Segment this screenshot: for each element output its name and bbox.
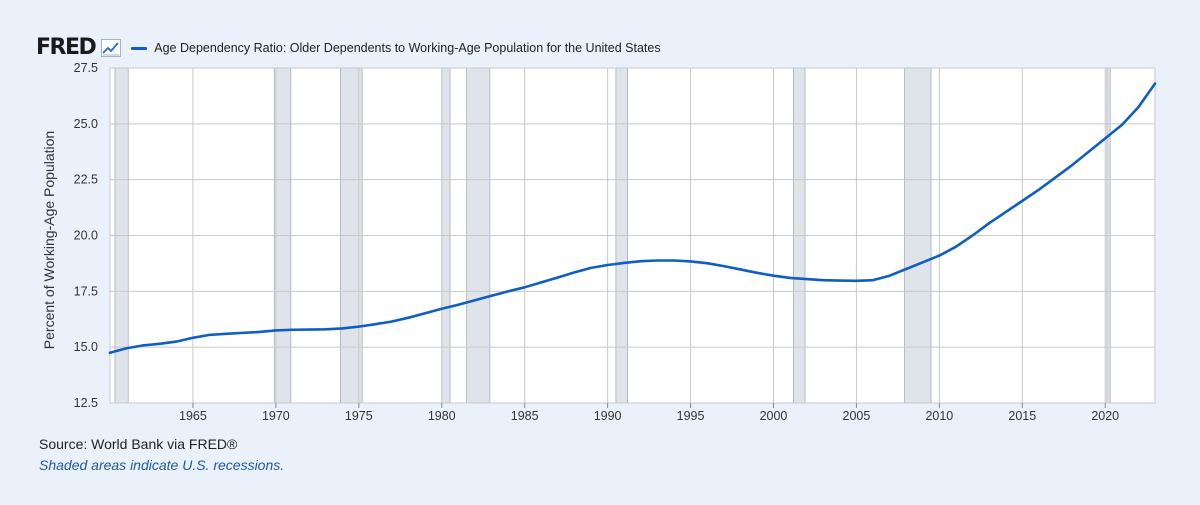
- x-tick-label: 2000: [760, 409, 788, 423]
- x-tick-label: 1990: [594, 409, 622, 423]
- legend: Age Dependency Ratio: Older Dependents t…: [131, 41, 661, 55]
- data-point: [838, 279, 842, 282]
- y-tick-label: 27.5: [74, 61, 98, 75]
- gridlines: [109, 67, 1156, 404]
- data-point: [556, 276, 560, 279]
- data-point: [175, 340, 178, 343]
- data-point: [855, 279, 858, 283]
- x-tick-label: 1995: [677, 409, 705, 423]
- data-point: [1004, 210, 1007, 214]
- recession-note: Shaded areas indicate U.S. recessions.: [39, 457, 285, 473]
- x-tick-label: 1970: [262, 409, 290, 423]
- data-point: [125, 347, 128, 350]
- data-point: [390, 320, 394, 323]
- data-point: [739, 268, 742, 271]
- data-point: [307, 328, 311, 331]
- data-point: [888, 274, 891, 277]
- data-point: [606, 263, 609, 267]
- data-point: [573, 271, 576, 274]
- data-point: [1054, 176, 1057, 179]
- data-point: [871, 278, 875, 282]
- data-point: [341, 327, 344, 330]
- data-point: [705, 261, 709, 265]
- data-point: [672, 259, 676, 262]
- y-tick-label: 22.5: [74, 173, 98, 187]
- data-point: [141, 344, 145, 347]
- plot-frame: [109, 67, 1156, 404]
- y-axis: 12.5 15.0 17.5 20.0 22.5 25.0 27.5: [74, 61, 98, 410]
- data-point: [258, 330, 261, 334]
- data-point: [457, 303, 460, 306]
- x-tick-label: 1985: [511, 409, 539, 423]
- line-chart: 12.5 15.0 17.5 20.0 22.5 25.0 27.5 1965 1970 197…: [41, 61, 1157, 423]
- data-point: [722, 264, 725, 268]
- data-point: [540, 281, 543, 284]
- legend-label: Age Dependency Ratio: Older Dependents t…: [154, 41, 661, 55]
- data-point: [158, 342, 161, 346]
- data-point: [904, 267, 908, 271]
- data-point: [241, 331, 244, 335]
- x-tick-label: 2015: [1008, 409, 1036, 423]
- data-point: [208, 333, 211, 337]
- data-point: [274, 329, 278, 332]
- data-point: [589, 266, 593, 270]
- data-point: [822, 278, 825, 282]
- data-point: [772, 274, 775, 277]
- data-point: [938, 254, 941, 257]
- y-axis-label: Percent of Working-Age Population: [41, 131, 57, 349]
- data-point: [1087, 150, 1090, 153]
- x-tick-label: 1980: [428, 409, 456, 423]
- y-tick-label: 25.0: [74, 117, 98, 131]
- data-point: [374, 322, 377, 326]
- data-point: [656, 259, 659, 262]
- data-point: [623, 261, 626, 265]
- data-point: [954, 245, 958, 248]
- data-point: [1037, 188, 1041, 191]
- source-text: Source: World Bank via FRED®: [39, 436, 238, 452]
- data-point: [639, 259, 642, 263]
- data-point: [440, 307, 443, 310]
- data-point: [805, 277, 808, 281]
- x-tick-label: 2020: [1091, 409, 1119, 423]
- data-point: [1021, 199, 1024, 203]
- data-point: [788, 276, 792, 280]
- data-point: [357, 325, 361, 328]
- data-point: [324, 328, 327, 331]
- legend-swatch: [131, 46, 148, 50]
- y-tick-label: 20.0: [74, 229, 98, 243]
- data-point: [490, 294, 493, 297]
- data-point: [987, 222, 991, 225]
- x-tick-label: 1975: [345, 409, 373, 423]
- data-point: [921, 261, 924, 264]
- data-point: [473, 299, 477, 302]
- x-tick-label: 1965: [179, 409, 207, 423]
- data-point: [971, 234, 974, 237]
- data-point: [523, 286, 526, 289]
- y-tick-label: 15.0: [74, 340, 98, 354]
- data-point: [108, 351, 112, 354]
- data-point: [1104, 137, 1107, 140]
- data-point: [755, 271, 759, 274]
- data-point: [1120, 123, 1124, 127]
- data-point: [1153, 82, 1157, 85]
- fred-logo[interactable]: FRED: [36, 35, 97, 60]
- series-line: [108, 82, 1157, 355]
- x-tick-label: 2010: [925, 409, 953, 423]
- x-tick-label: 2005: [843, 409, 871, 423]
- data-point: [191, 336, 195, 339]
- data-point: [689, 260, 692, 263]
- y-tick-label: 12.5: [74, 396, 98, 410]
- line-chart-icon: [101, 39, 122, 57]
- chart-header: FRED Age Dependency Ratio: Older Depende…: [36, 36, 661, 60]
- series-layer: [108, 82, 1157, 355]
- data-point: [1137, 105, 1140, 109]
- data-point: [506, 290, 510, 293]
- data-point: [423, 312, 427, 315]
- data-point: [1070, 163, 1074, 167]
- data-point: [224, 332, 228, 335]
- x-axis: 1965 1970 1975 1980 1985 1990 1995 2000 2005 2010…: [179, 403, 1119, 423]
- data-point: [291, 328, 294, 331]
- data-point: [407, 316, 410, 319]
- y-tick-label: 17.5: [74, 284, 98, 298]
